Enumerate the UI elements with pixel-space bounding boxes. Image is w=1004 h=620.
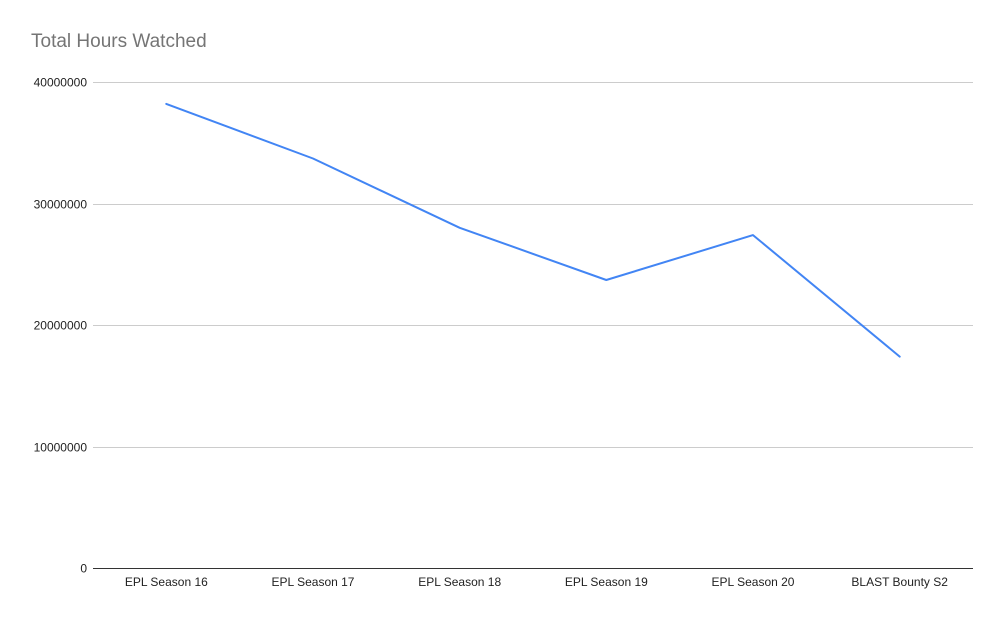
y-tick-label: 0 (80, 562, 87, 576)
data-point (897, 354, 903, 360)
data-point (457, 225, 463, 231)
y-tick-label: 30000000 (34, 198, 88, 212)
series-layer (163, 101, 903, 360)
y-tick-label: 10000000 (34, 441, 88, 455)
data-point (310, 156, 316, 162)
x-tick-label: EPL Season 18 (418, 575, 501, 589)
x-tick-label: BLAST Bounty S2 (851, 575, 948, 589)
series-line (165, 102, 901, 358)
chart-title: Total Hours Watched (31, 31, 207, 52)
gridlines (93, 82, 973, 448)
x-tick-label: EPL Season 16 (125, 575, 208, 589)
y-axis-tick-labels: 0 10000000 20000000 30000000 40000000 (34, 76, 88, 576)
data-point (163, 101, 169, 107)
x-tick-label: EPL Season 20 (712, 575, 795, 589)
data-point (603, 277, 609, 283)
x-tick-label: EPL Season 17 (272, 575, 355, 589)
x-tick-label: EPL Season 19 (565, 575, 648, 589)
y-tick-label: 20000000 (34, 319, 88, 333)
y-tick-label: 40000000 (34, 76, 88, 90)
data-point (750, 232, 756, 238)
x-axis-tick-labels: EPL Season 16 EPL Season 17 EPL Season 18 E… (125, 575, 948, 589)
